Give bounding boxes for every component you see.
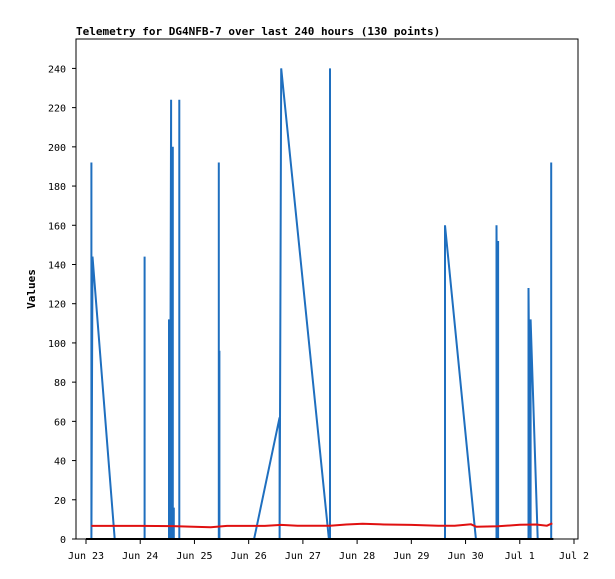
y-tick-label: 240 bbox=[48, 64, 66, 75]
x-tick-label: Jun 25 bbox=[176, 551, 212, 562]
y-tick-label: 40 bbox=[54, 457, 66, 468]
x-tick-label: Jun 29 bbox=[393, 551, 429, 562]
y-tick-label: 20 bbox=[54, 496, 66, 507]
y-tick-label: 200 bbox=[48, 143, 66, 154]
plot-frame bbox=[75, 38, 579, 540]
x-tick-label: Jun 23 bbox=[68, 551, 104, 562]
y-tick-label: 60 bbox=[54, 417, 66, 428]
series-line-1 bbox=[91, 522, 553, 529]
y-axis-label: Values bbox=[25, 269, 38, 309]
y-tick-label: 120 bbox=[48, 300, 66, 311]
plot-area: 0 20 40 60 80 100 120 140 160 180 200 220 240 Jun 23 J… bbox=[48, 38, 589, 562]
y-tick-label: 220 bbox=[48, 104, 66, 115]
chart-title: Telemetry for DG4NFB-7 over last 240 hou… bbox=[76, 25, 440, 38]
y-tick-label: 100 bbox=[48, 339, 66, 350]
x-tick-label: Jul 2 bbox=[559, 551, 589, 562]
x-tick-label: Jun 26 bbox=[231, 551, 267, 562]
x-tick-label: Jun 28 bbox=[339, 551, 375, 562]
y-tick-label: 80 bbox=[54, 378, 66, 389]
y-tick-label: 180 bbox=[48, 182, 66, 193]
y-tick-label: 140 bbox=[48, 260, 66, 271]
y-tick-label: 0 bbox=[60, 535, 66, 546]
x-tick-label: Jul 1 bbox=[505, 551, 535, 562]
y-tick-label: 160 bbox=[48, 221, 66, 232]
x-tick-label: Jun 27 bbox=[285, 551, 321, 562]
x-tick-label: Jun 30 bbox=[447, 551, 483, 562]
x-tick-label: Jun 24 bbox=[122, 551, 158, 562]
